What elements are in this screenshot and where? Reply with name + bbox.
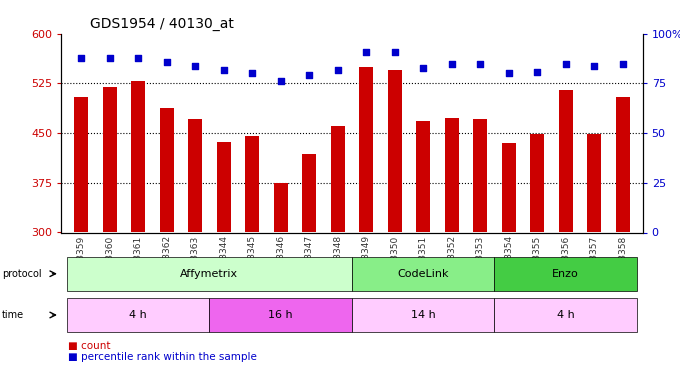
Point — [532, 69, 543, 75]
Bar — [473, 118, 488, 232]
Text: 4 h: 4 h — [557, 310, 575, 320]
Text: protocol: protocol — [2, 269, 41, 279]
Point — [475, 60, 486, 66]
Bar — [359, 67, 373, 232]
Point — [360, 49, 371, 55]
Point — [275, 78, 286, 84]
Text: Affymetrix: Affymetrix — [180, 269, 239, 279]
Bar — [502, 143, 515, 232]
Text: ■ percentile rank within the sample: ■ percentile rank within the sample — [68, 352, 257, 362]
Point — [446, 60, 457, 66]
Bar — [103, 87, 117, 232]
Text: 16 h: 16 h — [269, 310, 293, 320]
Text: 4 h: 4 h — [129, 310, 147, 320]
Bar — [330, 126, 345, 232]
Bar — [388, 70, 402, 232]
Point — [75, 55, 86, 61]
Point — [161, 58, 172, 64]
Point — [190, 63, 201, 69]
Bar — [587, 135, 601, 232]
Text: CodeLink: CodeLink — [397, 269, 449, 279]
Bar — [216, 142, 231, 232]
Bar — [160, 108, 174, 232]
Point — [247, 70, 258, 76]
Point — [304, 72, 315, 78]
Point — [589, 63, 600, 69]
Point — [389, 49, 400, 55]
Point — [560, 60, 571, 66]
Point — [133, 55, 143, 61]
Bar — [74, 97, 88, 232]
Text: 14 h: 14 h — [411, 310, 435, 320]
Text: GDS1954 / 40130_at: GDS1954 / 40130_at — [90, 17, 234, 32]
Bar — [188, 118, 202, 232]
Bar — [558, 90, 573, 232]
Bar — [445, 118, 459, 232]
Point — [104, 55, 115, 61]
Bar — [273, 183, 288, 232]
Text: time: time — [2, 310, 24, 320]
Text: Enzo: Enzo — [552, 269, 579, 279]
Bar — [302, 154, 316, 232]
Bar — [615, 97, 630, 232]
Point — [418, 64, 428, 70]
Bar — [530, 135, 544, 232]
Bar — [416, 121, 430, 232]
Point — [503, 70, 514, 76]
Bar — [131, 81, 146, 232]
Point — [218, 66, 229, 72]
Bar — [245, 136, 259, 232]
Text: ■ count: ■ count — [68, 341, 110, 351]
Point — [333, 66, 343, 72]
Point — [617, 60, 628, 66]
